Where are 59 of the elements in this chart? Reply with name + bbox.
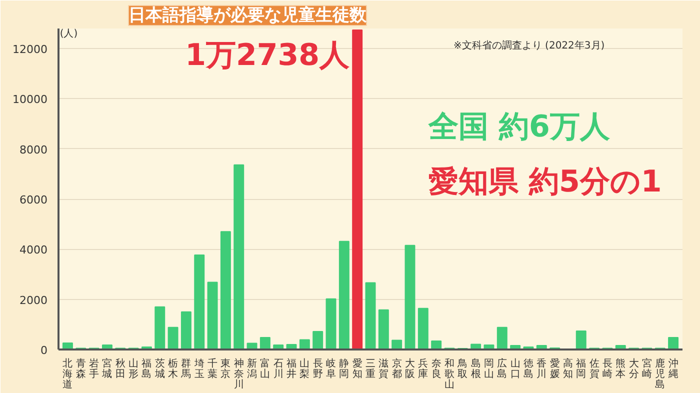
x-tick-label: 奈良 [431, 358, 442, 380]
x-tick-label: 高知 [562, 358, 573, 380]
x-tick-label: 山形 [128, 358, 139, 380]
x-tick-label: 長崎 [602, 358, 612, 380]
x-tick-label: 広島 [497, 358, 508, 380]
x-tick-label: 岩手 [89, 358, 100, 380]
x-tick-label: 秋田 [115, 358, 126, 380]
x-tick-label: 青森 [76, 358, 86, 380]
x-tick-label: 大阪 [404, 358, 415, 380]
y-tick-label: 10000 [12, 93, 48, 106]
x-tick-label: 富山 [260, 358, 270, 380]
x-tick-label: 東京 [220, 358, 231, 380]
x-tick-label: 茨城 [154, 358, 165, 380]
y-tick-label: 12000 [12, 43, 48, 56]
x-tick-label: 福井 [286, 358, 297, 380]
x-tick-label: 和歌山 [444, 358, 454, 390]
y-tick-label: 4000 [20, 244, 48, 257]
x-tick-label: 愛知 [352, 358, 362, 380]
x-tick-label: 岡山 [484, 358, 494, 380]
x-tick-label: 新潟 [247, 358, 258, 380]
x-tick-label: 長野 [312, 358, 323, 380]
x-tick-label: 香川 [536, 358, 547, 380]
y-tick-label: 8000 [20, 143, 48, 156]
x-tick-label: 鹿児島 [655, 358, 666, 390]
x-tick-label: 岐阜 [326, 358, 336, 380]
x-tick-label: 福岡 [576, 358, 586, 380]
y-tick-label: 2000 [20, 294, 48, 307]
annotation: ※文科省の調査より (2022年3月) [454, 40, 605, 52]
x-tick-label: 沖縄 [667, 358, 678, 380]
y-axis-title: (人) [60, 28, 78, 40]
x-tick-label: 京都 [392, 358, 402, 380]
x-tick-label: 栃木 [168, 358, 178, 380]
x-tick-label: 宮崎 [642, 358, 652, 380]
y-tick-label: 0 [40, 344, 48, 357]
x-tick-label: 滋賀 [378, 358, 389, 380]
x-tick-label: 北海道 [62, 358, 73, 390]
x-tick-label: 神奈川 [234, 358, 244, 390]
x-tick-label: 石川 [273, 358, 284, 380]
x-tick-label: 愛媛 [550, 358, 560, 380]
x-tick-label: 三重 [366, 358, 376, 380]
x-tick-label: 山梨 [300, 358, 310, 380]
x-tick-label: 埼玉 [193, 358, 204, 380]
x-tick-label: 徳島 [523, 358, 534, 380]
x-tick-label: 宮城 [101, 358, 112, 380]
x-tick-label: 兵庫 [418, 358, 428, 380]
x-tick-label: 佐賀 [589, 358, 600, 380]
y-tick-label: 6000 [20, 194, 48, 207]
x-tick-label: 大分 [628, 358, 639, 380]
x-tick-label: 千葉 [208, 358, 218, 380]
x-tick-label: 熊本 [616, 358, 626, 380]
x-tick-label: 群馬 [180, 358, 192, 380]
x-tick-label: 鳥取 [456, 358, 468, 380]
annotation: 1万2738人 [185, 38, 350, 74]
x-tick-label: 福島 [142, 358, 152, 380]
x-tick-label: 島根 [470, 358, 481, 380]
x-tick-label: 山口 [510, 358, 520, 380]
annotation: 全国 約6万人 [428, 110, 611, 144]
annotation: 愛知県 約5分の1 [428, 164, 662, 200]
x-tick-label: 静岡 [339, 358, 350, 380]
